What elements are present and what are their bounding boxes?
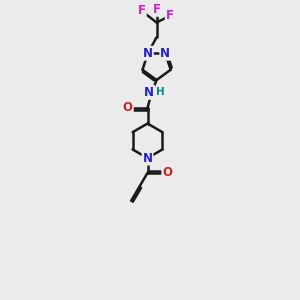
Text: F: F: [166, 9, 174, 22]
Text: F: F: [138, 4, 146, 17]
Text: H: H: [156, 87, 165, 97]
Text: F: F: [153, 3, 160, 16]
Text: N: N: [143, 47, 153, 60]
Text: N: N: [160, 47, 170, 60]
Text: N: N: [142, 152, 152, 165]
Text: O: O: [162, 167, 172, 179]
Text: O: O: [123, 101, 133, 114]
Text: N: N: [144, 86, 154, 99]
